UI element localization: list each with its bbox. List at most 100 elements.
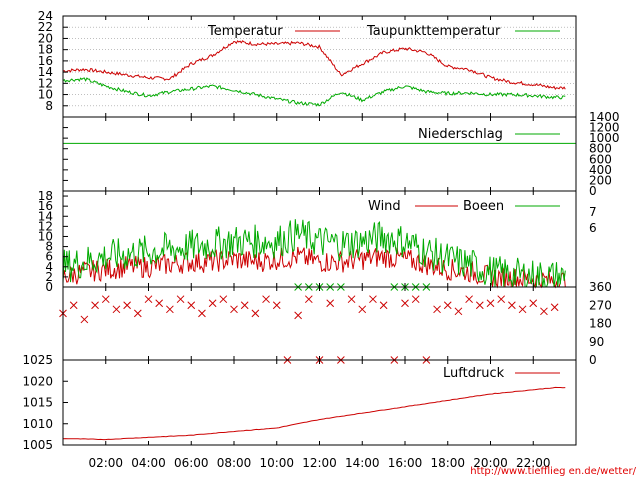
- scatter-point: [465, 295, 473, 304]
- scatter-point: [240, 301, 249, 310]
- scatter-point: [112, 305, 121, 314]
- scatter-point: [401, 299, 409, 308]
- scatter-point: [304, 295, 313, 304]
- y-tick-label: 600: [589, 152, 612, 166]
- y-tick-label: 2: [45, 270, 53, 284]
- legend-label: Wind: [368, 199, 401, 214]
- y-tick-label-right: 6: [589, 221, 597, 235]
- y-tick-label: 1000: [589, 131, 620, 145]
- x-tick-label: 02:00: [88, 456, 123, 470]
- y-tick-label: 12: [38, 219, 53, 233]
- panel-frame-wind-direction: [62, 286, 577, 361]
- scatter-point: [69, 301, 78, 310]
- panel-frames: [62, 15, 577, 446]
- y-tick-label: 8: [45, 99, 53, 113]
- scatter-point: [379, 301, 388, 310]
- x-tick-label: 12:00: [302, 456, 337, 470]
- y-tick-label: 10: [38, 229, 53, 243]
- y-tick-label: 0: [45, 280, 53, 294]
- series-line-Temperatur: [62, 40, 566, 90]
- scatter-point: [550, 303, 559, 312]
- scatter-point: [198, 309, 206, 318]
- y-tick-label: 10: [38, 88, 53, 102]
- scatter-point: [411, 295, 420, 304]
- scatter-point: [454, 307, 463, 316]
- scatter-point: [540, 307, 548, 316]
- legends: Temperatur Taupunkttemperatur Niederschlag…: [207, 24, 560, 381]
- tick-labels: 8101214161820222402004006008001000120014…: [22, 9, 619, 470]
- x-tick-label: 20:00: [473, 456, 508, 470]
- y-tick-label: 1010: [22, 417, 53, 431]
- scatter-point: [443, 301, 452, 310]
- scatter-point: [251, 309, 260, 318]
- y-tick-label: 18: [38, 43, 53, 57]
- scatter-point: [133, 309, 142, 318]
- y-tick-label: 20: [38, 31, 53, 45]
- y-tick-label: 24: [38, 9, 53, 23]
- scatter-point: [219, 295, 228, 304]
- y-tick-label: 14: [38, 65, 53, 79]
- legend-label: Niederschlag: [418, 127, 503, 142]
- y-tick-label: 12: [38, 76, 53, 90]
- scatter-point: [272, 301, 281, 310]
- scatter-point: [155, 299, 164, 308]
- scatter-point: [326, 299, 335, 308]
- scatter-point: [91, 301, 99, 310]
- scatter-point: [208, 299, 217, 308]
- scatter-point: [166, 305, 174, 314]
- y-tick-label: 18: [38, 189, 53, 203]
- series-line-Wind: [62, 246, 566, 289]
- y-tick-label: 14: [38, 209, 53, 223]
- y-tick-label: 1020: [22, 374, 53, 388]
- scatter-point: [486, 299, 495, 308]
- y-tick-label: 200: [589, 173, 612, 187]
- y-tick-label: 1015: [22, 396, 53, 410]
- scatter-point: [518, 305, 527, 314]
- y-tick-label-right: 180: [589, 317, 612, 331]
- y-tick-label: 6: [45, 250, 53, 264]
- y-tick-label: 0: [589, 184, 597, 198]
- y-tick-label: 1200: [589, 121, 620, 135]
- scatter-point: [358, 305, 367, 314]
- scatter-point: [262, 295, 270, 304]
- y-tick-label: 1025: [22, 353, 53, 367]
- x-tick-label: 08:00: [217, 456, 252, 470]
- y-tick-label-right: 0: [589, 353, 597, 367]
- scatter-point: [529, 299, 538, 308]
- scatter-point: [508, 301, 516, 310]
- y-tick-label: 8: [45, 240, 53, 254]
- y-tick-label: 22: [38, 20, 53, 34]
- x-tick-label: 22:00: [516, 456, 551, 470]
- y-tick-label: 1400: [589, 110, 620, 124]
- scatter-point: [187, 301, 196, 310]
- y-tick-label-right: 90: [589, 335, 604, 349]
- scatter-point: [369, 295, 377, 304]
- x-tick-label: 06:00: [174, 456, 209, 470]
- scatter-point: [80, 315, 89, 324]
- scatter-point: [347, 295, 356, 304]
- scatter-point: [123, 301, 131, 310]
- series-line-Boeen: [62, 219, 566, 288]
- scatter-point: [176, 295, 185, 304]
- credit-url: http://www.tiefflieg en.de/wetter/: [470, 466, 636, 477]
- scatter-point: [230, 305, 238, 314]
- legend-label: Temperatur: [207, 24, 283, 39]
- x-tick-label: 16:00: [388, 456, 423, 470]
- scatter-point: [475, 301, 484, 310]
- y-tick-label-right: 360: [589, 280, 612, 294]
- series-line-Luftdruck: [62, 386, 566, 441]
- scatter-point: [497, 295, 506, 304]
- y-tick-label: 16: [38, 54, 53, 68]
- x-tick-label: 10:00: [259, 456, 294, 470]
- y-tick-label-right: 270: [589, 298, 612, 312]
- legend-label: Luftdruck: [443, 366, 505, 381]
- x-tick-label: 18:00: [430, 456, 465, 470]
- scatter-point: [433, 305, 441, 314]
- y-tick-label: 4: [45, 260, 53, 274]
- scatter-point: [101, 295, 110, 304]
- y-tick-label-right: 7: [589, 205, 597, 219]
- y-tick-label: 1005: [22, 438, 53, 452]
- y-tick-label: 800: [589, 142, 612, 156]
- series-line-Taupunkttemperatur: [62, 77, 566, 107]
